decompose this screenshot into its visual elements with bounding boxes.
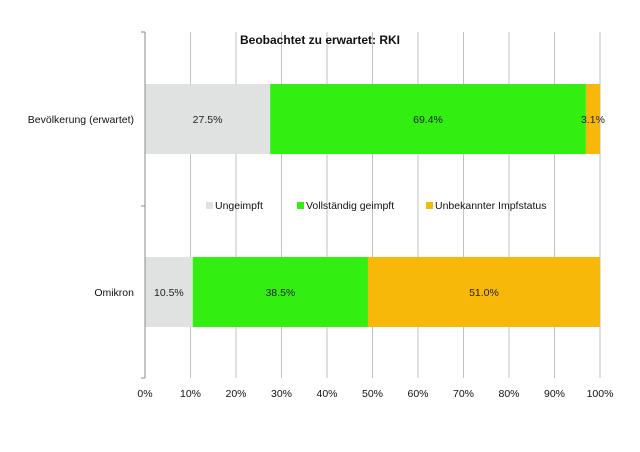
data-label: 3.1% — [581, 114, 605, 126]
bars: 27.5% 69.4% 3.1% 10.5% 38.5% 51.0% — [145, 84, 605, 327]
x-tick-label: 80% — [498, 388, 519, 400]
x-tick-label: 40% — [316, 388, 337, 400]
chart-title: Beobachtet zu erwartet: RKI — [240, 33, 400, 47]
data-label: 38.5% — [265, 287, 295, 299]
bar-segment — [270, 84, 586, 154]
legend-label: Unbekannter Impfstatus — [435, 200, 546, 212]
category-label: Omikron — [94, 287, 134, 299]
x-tick-label: 60% — [407, 388, 428, 400]
data-label: 51.0% — [469, 287, 499, 299]
category-labels: Bevölkerung (erwartet) Omikron — [28, 114, 134, 299]
bar-segment — [585, 84, 600, 154]
data-label: 69.4% — [413, 114, 443, 126]
category-label: Bevölkerung (erwartet) — [28, 114, 134, 126]
x-tick-label: 100% — [587, 388, 614, 400]
bar-segment — [145, 257, 193, 327]
x-axis-ticks: 0% 10% 20% 30% 40% 50% 60% 70% 80% 90% 100% — [137, 388, 613, 400]
legend-swatch — [426, 202, 433, 209]
x-tick-label: 10% — [180, 388, 201, 400]
legend-swatch — [206, 202, 213, 209]
y-axis — [141, 31, 146, 379]
x-tick-label: 20% — [225, 388, 246, 400]
x-tick-label: 90% — [544, 388, 565, 400]
bar-segment — [192, 257, 368, 327]
data-label: 10.5% — [154, 287, 184, 299]
bar-segment — [367, 257, 600, 327]
legend-label: Vollständig geimpft — [306, 200, 394, 212]
legend-swatch — [297, 202, 304, 209]
x-tick-label: 30% — [271, 388, 292, 400]
data-label: 27.5% — [193, 114, 223, 126]
bar-segment — [145, 84, 271, 154]
legend-label: Ungeimpft — [215, 200, 263, 212]
x-tick-label: 0% — [137, 388, 152, 400]
legend: Ungeimpft Vollständig geimpft Unbekannter … — [206, 200, 546, 212]
x-tick-label: 50% — [362, 388, 383, 400]
x-tick-label: 70% — [453, 388, 474, 400]
